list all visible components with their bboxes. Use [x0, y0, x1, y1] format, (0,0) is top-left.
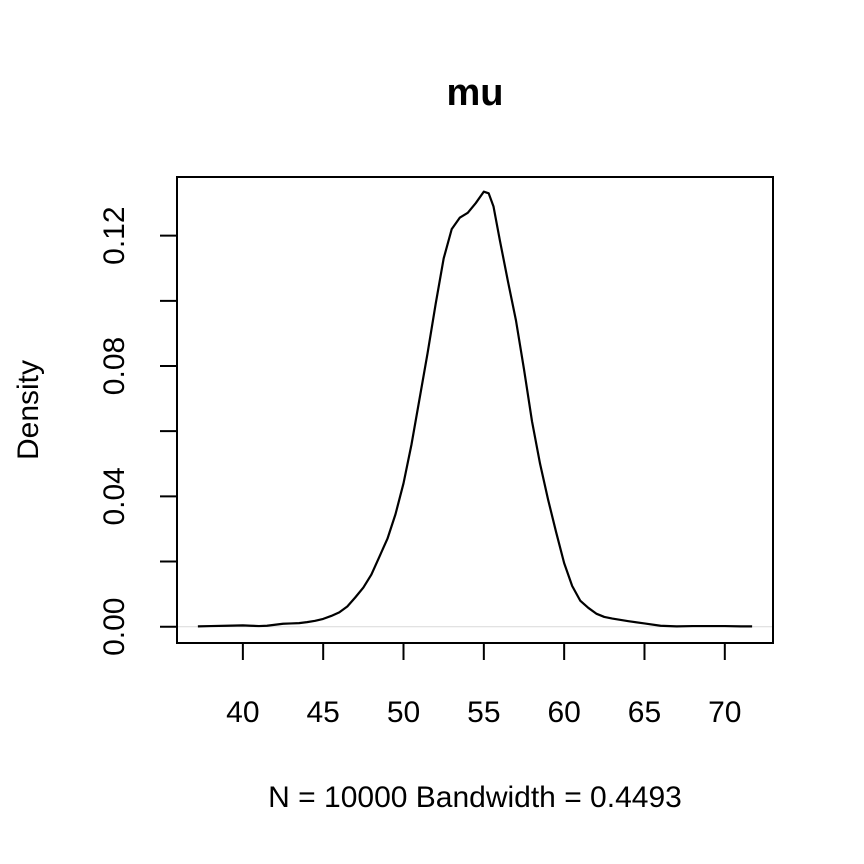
x-tick-label: 40 — [226, 696, 259, 729]
x-tick-label: 65 — [628, 696, 661, 729]
x-tick-label: 55 — [467, 696, 500, 729]
x-tick-label: 50 — [387, 696, 420, 729]
chart-title: mu — [447, 72, 504, 114]
y-tick-label: 0.04 — [98, 467, 131, 525]
plot-frame — [176, 176, 774, 644]
y-axis-label: Density — [12, 360, 45, 460]
y-axis: 0.00 0.04 0.08 0.12 — [98, 206, 178, 656]
y-tick-label: 0.08 — [98, 337, 131, 395]
x-axis-label: N = 10000 Bandwidth = 0.4493 — [268, 781, 682, 814]
x-tick-label: 45 — [307, 696, 340, 729]
x-tick-label: 60 — [547, 696, 580, 729]
x-axis: 40 45 50 55 60 65 70 — [226, 642, 741, 729]
x-tick-label: 70 — [708, 696, 741, 729]
y-tick-label: 0.12 — [98, 206, 131, 264]
y-tick-label: 0.00 — [98, 598, 131, 656]
density-curve — [197, 190, 753, 628]
